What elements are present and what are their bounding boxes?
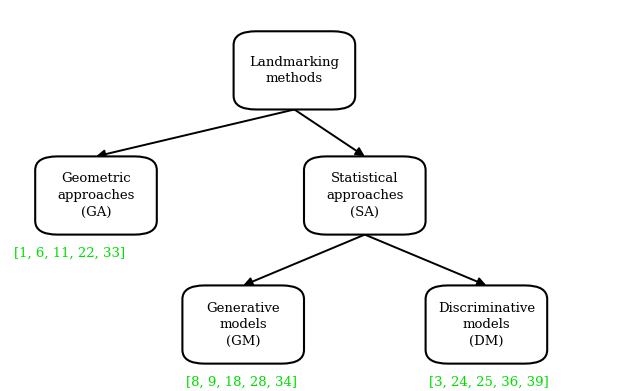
FancyBboxPatch shape <box>426 285 547 364</box>
Text: [8, 9, 18, 28, 34]: [8, 9, 18, 28, 34] <box>186 375 296 388</box>
Text: Landmarking
methods: Landmarking methods <box>250 56 339 85</box>
FancyBboxPatch shape <box>304 156 426 235</box>
Text: [3, 24, 25, 36, 39]
[2, 7, 30, 35, 40, 48]: [3, 24, 25, 36, 39] [2, 7, 30, 35, 40, 4… <box>429 375 565 391</box>
Text: [1, 6, 11, 22, 33]: [1, 6, 11, 22, 33] <box>14 246 125 259</box>
Text: Geometric
approaches
(GA): Geometric approaches (GA) <box>58 172 134 219</box>
Text: Discriminative
models
(DM): Discriminative models (DM) <box>438 301 535 348</box>
FancyBboxPatch shape <box>234 31 355 109</box>
Text: Generative
models
(GM): Generative models (GM) <box>206 301 280 348</box>
FancyBboxPatch shape <box>182 285 304 364</box>
FancyBboxPatch shape <box>35 156 157 235</box>
Text: Statistical
approaches
(SA): Statistical approaches (SA) <box>326 172 403 219</box>
